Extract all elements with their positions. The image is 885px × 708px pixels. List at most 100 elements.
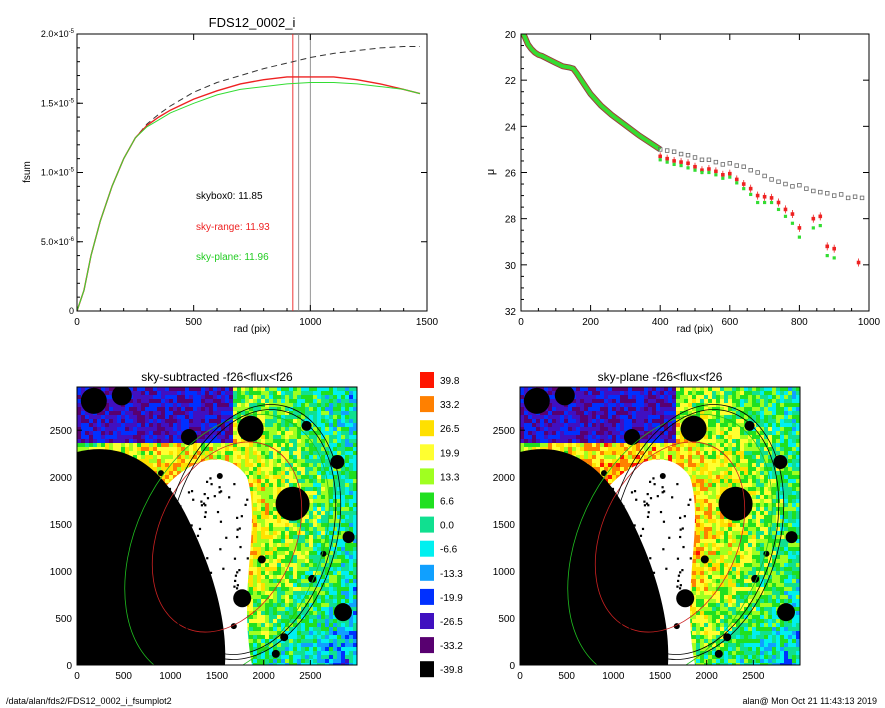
- image-pixel: [213, 411, 217, 415]
- image-pixel: [321, 475, 325, 479]
- image-pixel: [253, 451, 257, 455]
- image-pixel: [169, 479, 173, 483]
- image-pixel: [205, 415, 209, 419]
- image-pixel: [77, 427, 81, 431]
- image-pixel: [325, 643, 329, 647]
- image-pixel: [193, 399, 197, 403]
- image-pixel: [353, 499, 357, 503]
- image-pixel: [329, 523, 333, 527]
- image-pixel: [113, 415, 117, 419]
- image-pixel: [137, 387, 141, 391]
- image-pixel: [257, 463, 261, 467]
- image-pixel: [337, 559, 341, 563]
- image-pixel: [321, 435, 325, 439]
- mu-ytick-label: 20: [505, 30, 517, 41]
- image-pixel: [285, 535, 289, 539]
- image-pixel: [221, 447, 225, 451]
- image-pixel: [157, 411, 161, 415]
- image-pixel: [153, 411, 157, 415]
- image-pixel: [269, 407, 273, 411]
- image-pixel: [265, 595, 269, 599]
- image-pixel: [273, 631, 277, 635]
- image-pixel: [309, 387, 313, 391]
- image-pixel: [269, 403, 273, 407]
- image-pixel: [301, 643, 305, 647]
- image-pixel: [333, 583, 337, 587]
- image-pixel: [209, 415, 213, 419]
- image-pixel: [349, 455, 353, 459]
- image-pixel: [333, 635, 337, 639]
- mu-point-skybox0: [818, 189, 823, 195]
- image-pixel: [293, 619, 297, 623]
- image-pixel: [325, 539, 329, 543]
- image-pixel: [181, 443, 185, 447]
- image-pixel: [309, 451, 313, 455]
- image-pixel: [345, 455, 349, 459]
- image-pixel: [341, 455, 345, 459]
- image-pixel: [337, 415, 341, 419]
- image-pixel: [337, 483, 341, 487]
- image-pixel: [245, 451, 249, 455]
- image-pixel: [133, 395, 137, 399]
- image-pixel: [113, 403, 117, 407]
- image-pixel: [273, 591, 277, 595]
- image-pixel: [349, 399, 353, 403]
- image-pixel: [265, 559, 269, 563]
- image-pixel: [313, 563, 317, 567]
- image-pixel: [349, 591, 353, 595]
- image-pixel: [249, 567, 253, 571]
- image-pixel: [293, 519, 297, 523]
- image-pixel: [289, 607, 293, 611]
- image-pixel: [281, 607, 285, 611]
- image-pixel: [125, 447, 129, 451]
- image-pixel: [261, 395, 265, 399]
- image-pixel: [265, 543, 269, 547]
- image-pixel: [293, 395, 297, 399]
- image-pixel: [309, 455, 313, 459]
- image-pixel: [141, 447, 145, 451]
- image-pixel: [293, 551, 297, 555]
- image-pixel: [301, 403, 305, 407]
- mu-point-sky-plane: [818, 223, 822, 228]
- image-pixel: [317, 571, 321, 575]
- image-pixel: [113, 423, 117, 427]
- image-pixel: [341, 439, 345, 443]
- image-pixel: [289, 479, 293, 483]
- image-pixel: [153, 463, 157, 467]
- image-pixel: [161, 411, 165, 415]
- image-pixel: [109, 407, 113, 411]
- image-pixel: [297, 611, 301, 615]
- image-pixel: [133, 391, 137, 395]
- image-pixel: [329, 615, 333, 619]
- image-pixel: [349, 615, 353, 619]
- image-pixel: [137, 395, 141, 399]
- image-pixel: [309, 515, 313, 519]
- image-pixel: [289, 527, 293, 531]
- image-pixel: [341, 391, 345, 395]
- image-pixel: [277, 427, 281, 431]
- image-pixel: [285, 639, 289, 643]
- image-pixel: [293, 475, 297, 479]
- image-pixel: [249, 619, 253, 623]
- image-pixel: [337, 627, 341, 631]
- image-pixel: [177, 387, 181, 391]
- image-pixel: [269, 483, 273, 487]
- image-pixel: [273, 471, 277, 475]
- image-pixel: [317, 435, 321, 439]
- image-pixel: [345, 511, 349, 515]
- image-pixel: [321, 603, 325, 607]
- image-pixel: [313, 619, 317, 623]
- image-pixel: [149, 387, 153, 391]
- image-pixel: [269, 427, 273, 431]
- image-pixel: [189, 387, 193, 391]
- image-pixel: [349, 503, 353, 507]
- image-pixel: [169, 387, 173, 391]
- image-pixel: [325, 423, 329, 427]
- image-pixel: [273, 611, 277, 615]
- image-pixel: [153, 447, 157, 451]
- image-pixel: [317, 395, 321, 399]
- mu-point-skybox0: [852, 194, 858, 199]
- image-pixel: [301, 431, 305, 435]
- image-pixel: [109, 443, 113, 447]
- image-pixel: [285, 467, 289, 471]
